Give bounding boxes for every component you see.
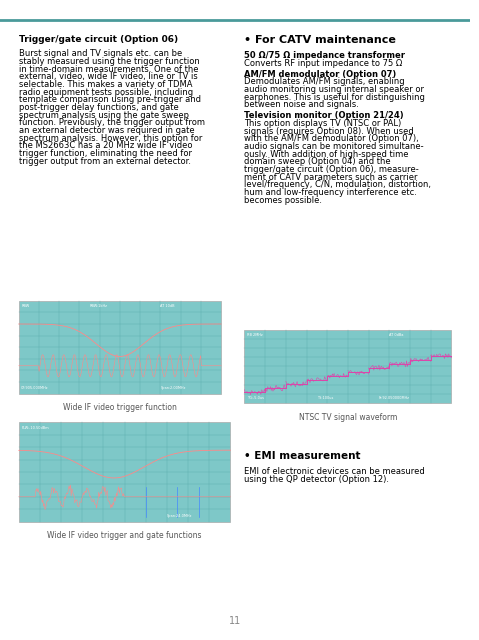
Text: RBW: RBW (21, 304, 29, 308)
Text: Wide IF video trigger function: Wide IF video trigger function (63, 403, 177, 412)
Text: function. Previously, the trigger output from: function. Previously, the trigger output… (19, 118, 205, 127)
Text: trigger output from an external detector.: trigger output from an external detector… (19, 157, 191, 166)
Text: Fr:92.050000MHz: Fr:92.050000MHz (379, 396, 410, 400)
Text: signals (requires Option 08). When used: signals (requires Option 08). When used (244, 127, 414, 136)
Text: audio monitoring using internal speaker or: audio monitoring using internal speaker … (244, 85, 424, 94)
Text: earphones. This is useful for distinguishing: earphones. This is useful for distinguis… (244, 93, 425, 102)
Text: the MS2663C has a 20 MHz wide IF video: the MS2663C has a 20 MHz wide IF video (19, 141, 192, 150)
Text: trigger function, eliminating the need for: trigger function, eliminating the need f… (19, 149, 192, 158)
Text: Span:2.00MHz: Span:2.00MHz (160, 387, 186, 390)
Text: PLW:-10.50dBm: PLW:-10.50dBm (21, 426, 49, 429)
Text: hum and low-frequency interference etc.: hum and low-frequency interference etc. (244, 188, 417, 197)
Text: level/frequency, C/N, modulation, distortion,: level/frequency, C/N, modulation, distor… (244, 180, 432, 189)
Text: Wide IF video trigger and gate functions: Wide IF video trigger and gate functions (47, 531, 202, 540)
Text: trigger/gate circuit (Option 06), measure-: trigger/gate circuit (Option 06), measur… (244, 165, 419, 174)
Text: 50 Ω/75 Ω impedance transformer: 50 Ω/75 Ω impedance transformer (244, 51, 406, 60)
Text: spectrum analysis using the gate sweep: spectrum analysis using the gate sweep (19, 111, 189, 120)
Text: AT 0dBa: AT 0dBa (389, 333, 404, 337)
Text: RB 2MHz: RB 2MHz (247, 333, 262, 337)
Text: This option displays TV (NTSC or PAL): This option displays TV (NTSC or PAL) (244, 119, 402, 128)
Bar (19, 301, 221, 394)
Text: Television monitor (Option 21/24): Television monitor (Option 21/24) (244, 111, 404, 120)
Text: domain sweep (Option 04) and the: domain sweep (Option 04) and the (244, 157, 391, 166)
Text: AT 10dB: AT 10dB (160, 304, 175, 308)
Text: Burst signal and TV signals etc. can be: Burst signal and TV signals etc. can be (19, 49, 182, 58)
Text: external, video, wide IF video, line or TV is: external, video, wide IF video, line or … (19, 72, 197, 81)
Text: TS:100us: TS:100us (317, 396, 333, 400)
Text: audio signals can be monitored simultane-: audio signals can be monitored simultane… (244, 142, 424, 151)
Text: • EMI measurement: • EMI measurement (244, 451, 361, 461)
Text: in time-domain measurements. One of the: in time-domain measurements. One of the (19, 65, 198, 74)
Text: stably measured using the trigger function: stably measured using the trigger functi… (19, 57, 200, 66)
Text: TG:-5.0us: TG:-5.0us (247, 396, 264, 400)
Text: Trigger/gate circuit (Option 06): Trigger/gate circuit (Option 06) (19, 35, 178, 44)
Text: CF:905.000MHz: CF:905.000MHz (21, 387, 49, 390)
Text: Span:24.0MHz: Span:24.0MHz (167, 515, 192, 518)
Text: radio equipment tests possible, including: radio equipment tests possible, includin… (19, 88, 193, 97)
Text: EMI of electronic devices can be measured: EMI of electronic devices can be measure… (244, 467, 425, 476)
Text: template comparison using pre-trigger and: template comparison using pre-trigger an… (19, 95, 201, 104)
Text: using the QP detector (Option 12).: using the QP detector (Option 12). (244, 475, 389, 484)
Text: 11: 11 (229, 616, 241, 626)
Text: AM/FM demodulator (Option 07): AM/FM demodulator (Option 07) (244, 70, 397, 79)
Text: Demodulates AM/FM signals, enabling: Demodulates AM/FM signals, enabling (244, 77, 405, 86)
Bar (244, 330, 451, 403)
Text: ment of CATV parameters such as carrier: ment of CATV parameters such as carrier (244, 173, 418, 182)
Text: becomes possible.: becomes possible. (244, 196, 322, 205)
Bar (19, 422, 230, 522)
Text: ously. With addition of high-speed time: ously. With addition of high-speed time (244, 150, 409, 159)
Text: NTSC TV signal waveform: NTSC TV signal waveform (299, 413, 397, 422)
Text: spectrum analysis. However, this option for: spectrum analysis. However, this option … (19, 134, 202, 143)
Text: • For CATV maintenance: • For CATV maintenance (244, 35, 397, 45)
Text: selectable. This makes a variety of TDMA: selectable. This makes a variety of TDMA (19, 80, 192, 89)
Text: Converts RF input impedance to 75 Ω: Converts RF input impedance to 75 Ω (244, 59, 403, 68)
Text: between noise and signals.: between noise and signals. (244, 100, 359, 109)
Text: an external detector was required in gate: an external detector was required in gat… (19, 126, 194, 135)
Text: post-trigger delay functions, and gate: post-trigger delay functions, and gate (19, 103, 179, 112)
Text: with the AM/FM demodulator (Option 07),: with the AM/FM demodulator (Option 07), (244, 134, 419, 143)
Text: RBW:1kHz: RBW:1kHz (90, 304, 108, 308)
